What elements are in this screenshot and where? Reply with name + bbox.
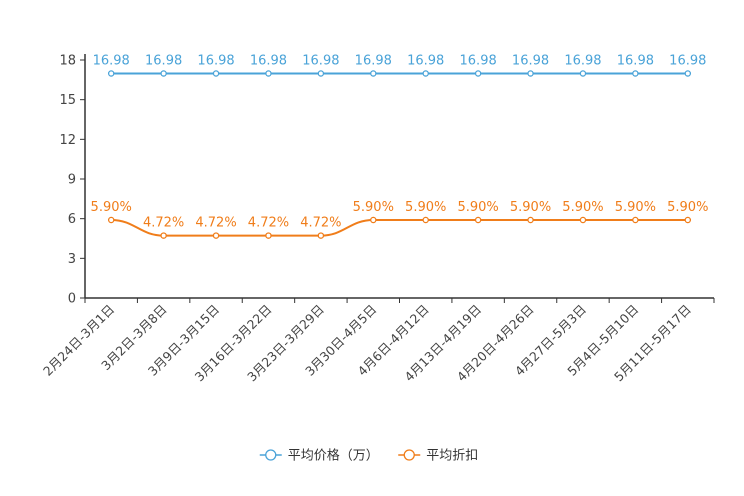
data-label: 16.98 <box>145 53 182 68</box>
legend-marker-icon <box>403 449 415 461</box>
data-label: 16.98 <box>669 53 706 68</box>
data-label: 4.72% <box>143 216 184 231</box>
data-point <box>107 70 115 77</box>
data-label: 16.98 <box>250 53 287 68</box>
data-label: 5.90% <box>91 200 132 215</box>
data-label: 5.90% <box>615 200 656 215</box>
y-tick-label: 12 <box>59 133 76 148</box>
data-point <box>684 70 692 77</box>
legend-marker-icon <box>265 449 277 461</box>
data-point <box>474 70 482 77</box>
data-point <box>579 70 587 77</box>
legend-label: 平均折扣 <box>426 449 478 464</box>
y-tick-label: 6 <box>68 212 76 227</box>
y-tick-label: 15 <box>59 93 76 108</box>
data-point <box>422 70 429 77</box>
data-label: 4.72% <box>300 216 341 231</box>
data-label: 16.98 <box>460 53 497 68</box>
data-label: 5.90% <box>457 200 498 215</box>
data-point <box>632 216 639 224</box>
series-line-2 <box>111 218 688 237</box>
y-tick-label: 3 <box>68 252 76 267</box>
data-point <box>160 232 167 239</box>
data-label: 16.98 <box>512 53 549 68</box>
y-tick-label: 9 <box>68 173 76 188</box>
data-point <box>107 216 115 224</box>
data-label: 5.90% <box>510 200 551 215</box>
data-point <box>370 70 377 77</box>
data-label: 5.90% <box>353 200 394 215</box>
legend-label: 平均价格（万） <box>288 448 379 464</box>
data-point <box>422 216 429 224</box>
data-point <box>632 70 639 77</box>
data-point <box>212 70 220 77</box>
data-point <box>212 232 220 239</box>
data-point <box>474 216 482 224</box>
data-point <box>317 232 325 239</box>
data-label: 4.72% <box>195 216 236 231</box>
data-point <box>370 216 377 224</box>
data-label: 16.98 <box>302 53 339 68</box>
data-label: 16.98 <box>93 53 130 68</box>
y-tick-label: 0 <box>68 292 76 307</box>
y-tick-label: 18 <box>59 54 76 69</box>
data-point <box>579 216 587 224</box>
data-label: 16.98 <box>407 53 444 68</box>
data-point <box>684 216 692 224</box>
data-point <box>265 70 272 77</box>
data-label: 16.98 <box>617 53 654 68</box>
data-label: 4.72% <box>248 216 289 231</box>
data-label: 5.90% <box>405 200 446 215</box>
data-point <box>527 70 534 77</box>
data-label: 5.90% <box>562 200 603 215</box>
data-point <box>265 232 272 239</box>
data-point <box>527 216 534 224</box>
data-label: 16.98 <box>355 53 392 68</box>
data-point <box>317 70 325 77</box>
data-label: 16.98 <box>564 53 601 68</box>
data-label: 16.98 <box>197 53 234 68</box>
data-label: 5.90% <box>667 200 708 215</box>
data-point <box>160 70 167 77</box>
